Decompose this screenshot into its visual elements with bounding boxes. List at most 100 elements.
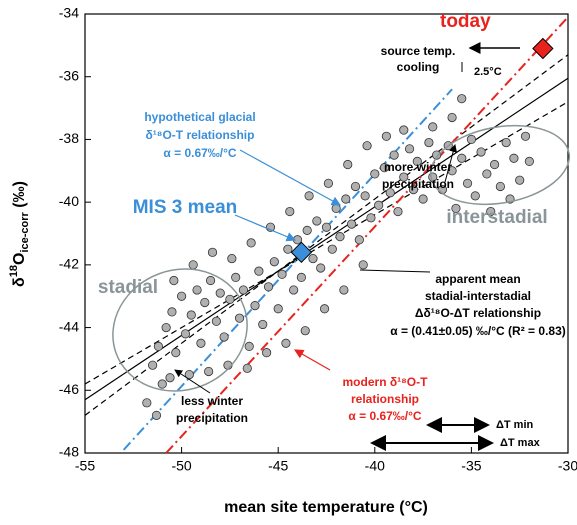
data-point xyxy=(285,206,295,217)
annotation: stadial xyxy=(98,277,158,298)
fit-line xyxy=(122,88,453,451)
annotation: more winter xyxy=(384,160,452,174)
data-point xyxy=(283,244,293,254)
data-point xyxy=(341,194,351,204)
data-point xyxy=(151,410,162,420)
data-point xyxy=(424,137,434,148)
annotation: δ¹⁸O-T relationship xyxy=(146,128,255,142)
y-tick-label: -36 xyxy=(59,67,79,83)
data-point xyxy=(495,181,505,192)
data-point xyxy=(169,275,179,286)
data-point xyxy=(321,222,332,232)
data-point xyxy=(381,131,391,141)
data-point xyxy=(263,282,274,292)
data-point xyxy=(246,238,256,248)
data-point xyxy=(153,341,164,351)
data-point xyxy=(482,169,492,179)
data-point xyxy=(520,131,531,141)
data-point xyxy=(258,319,268,330)
data-point xyxy=(289,285,299,295)
pointer xyxy=(444,144,458,183)
data-point xyxy=(148,360,158,370)
data-point xyxy=(225,294,235,304)
annotation: ΔT max xyxy=(500,437,541,449)
data-point xyxy=(515,175,525,185)
data-point xyxy=(281,338,291,348)
x-tick-label: -40 xyxy=(365,458,385,474)
annotation: 2.5°C xyxy=(474,66,502,78)
data-point xyxy=(157,379,167,389)
data-point xyxy=(207,247,218,257)
x-axis-title: mean site temperature (°C) xyxy=(224,499,428,516)
data-point xyxy=(457,94,467,104)
data-point xyxy=(327,244,337,254)
fit-line xyxy=(84,101,569,385)
annotation: α = 0.67‰/°C xyxy=(163,146,237,160)
data-point xyxy=(238,285,249,295)
y-tick-label: -40 xyxy=(59,193,79,209)
data-point xyxy=(457,153,467,163)
data-point xyxy=(432,150,442,160)
y-tick-label: -42 xyxy=(59,256,79,272)
annotation: relationship xyxy=(351,392,419,406)
data-point xyxy=(269,257,279,267)
data-point xyxy=(300,326,310,336)
data-point xyxy=(188,260,198,270)
data-point xyxy=(304,191,314,201)
annotation: precipitation xyxy=(176,411,248,425)
annotation: precipitation xyxy=(382,177,454,191)
data-point xyxy=(312,216,322,226)
data-point xyxy=(350,181,361,192)
data-point xyxy=(451,203,461,214)
data-point xyxy=(428,122,438,132)
data-point xyxy=(335,232,345,242)
data-point xyxy=(200,297,210,308)
data-point xyxy=(234,313,245,323)
plot-area xyxy=(84,13,569,454)
data-point xyxy=(244,341,254,351)
x-tick-label: -45 xyxy=(268,458,288,474)
data-point xyxy=(254,266,264,276)
data-point xyxy=(385,188,395,198)
y-title-part: ice-corr xyxy=(19,211,31,252)
data-point xyxy=(393,206,403,217)
data-point xyxy=(399,125,409,135)
data-point xyxy=(323,178,334,188)
fit-line xyxy=(84,77,569,401)
data-point xyxy=(211,316,221,326)
pointer xyxy=(239,149,342,206)
annotation: modern δ¹⁸O-T xyxy=(343,375,429,389)
fit-line xyxy=(84,54,569,416)
data-point xyxy=(486,206,496,217)
data-point xyxy=(343,159,353,170)
data-point xyxy=(331,203,341,214)
data-point xyxy=(171,348,181,358)
data-point xyxy=(196,338,206,348)
data-point xyxy=(192,285,202,295)
annotation: today xyxy=(440,11,491,32)
data-point xyxy=(412,156,422,166)
annotation: α = (0.41±0.05) ‰/°C (R² = 0.83) xyxy=(390,324,566,338)
y-tick-label: -48 xyxy=(59,444,79,460)
data-point xyxy=(524,156,534,166)
annotation-shapes xyxy=(112,42,571,451)
highlight-diamond xyxy=(532,37,554,60)
data-point xyxy=(186,310,196,320)
data-point xyxy=(418,194,428,204)
data-point xyxy=(370,169,380,179)
annotation: apparent mean xyxy=(435,272,520,286)
pointer xyxy=(359,269,431,273)
pointer xyxy=(293,349,331,371)
data-point xyxy=(389,150,399,160)
data-point xyxy=(374,200,384,210)
data-point xyxy=(273,304,283,314)
stadial-ellipse xyxy=(112,268,248,392)
data-point xyxy=(262,348,272,358)
data-point xyxy=(219,332,229,342)
x-tick-label: -35 xyxy=(461,458,481,474)
highlight-diamond xyxy=(290,241,313,264)
y-title-part: δ xyxy=(11,277,28,287)
data-point xyxy=(347,219,357,229)
data-point xyxy=(501,137,511,148)
